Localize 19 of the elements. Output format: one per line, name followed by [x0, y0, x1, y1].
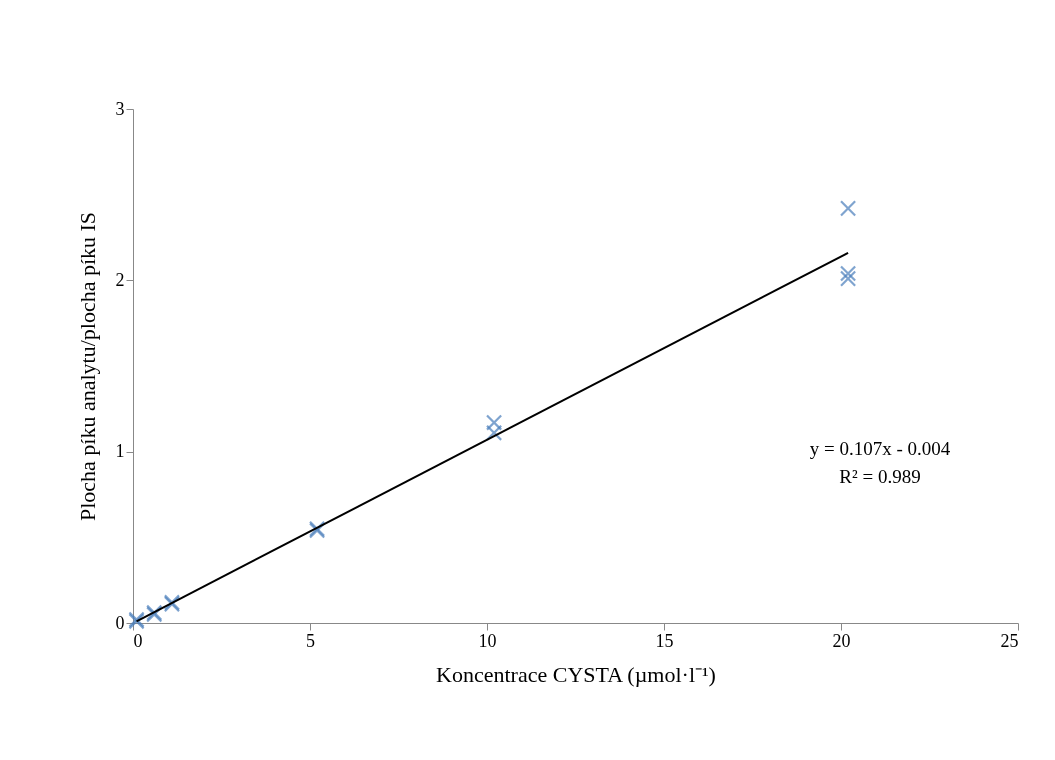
- point: [839, 200, 857, 217]
- y-tick-label: 1: [115, 441, 125, 462]
- x-tick-label: 15: [655, 630, 674, 651]
- x-tick-label: 25: [1000, 630, 1019, 651]
- y-axis-title: Plocha píku analytu/plocha píku IS: [74, 211, 100, 522]
- x-tick-label: 20: [832, 630, 851, 651]
- x-tick-label: 10: [478, 630, 497, 651]
- point: [485, 424, 503, 441]
- x-axis-title: Koncentrace CYSTA (µmol·l⁻¹): [436, 661, 716, 687]
- annotation: R² = 0.989: [839, 466, 921, 487]
- point: [839, 270, 857, 287]
- point: [839, 265, 857, 282]
- y-tick-label: 3: [115, 98, 125, 119]
- annotation: y = 0.107x - 0.004: [809, 438, 951, 459]
- y-tick-label: 2: [115, 269, 125, 290]
- point: [485, 414, 503, 431]
- x-tick-label: 5: [306, 630, 315, 651]
- y-tick-label: 0: [115, 612, 125, 633]
- x-tick-label: 0: [133, 630, 143, 651]
